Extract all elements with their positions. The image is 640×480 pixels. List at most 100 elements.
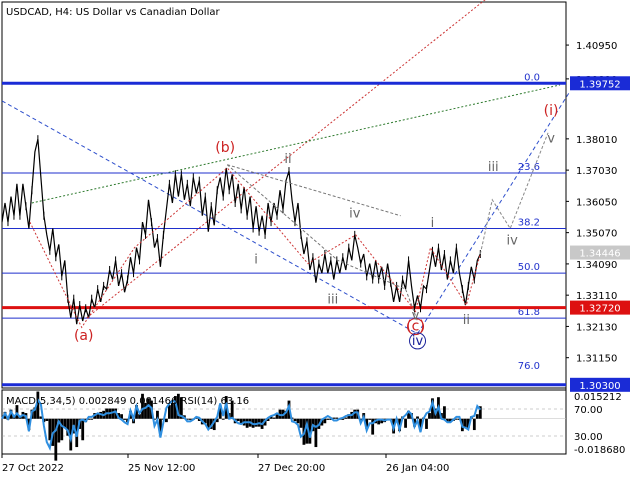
macd-bar [153, 418, 156, 420]
macd-bar [296, 418, 300, 424]
correction-path [226, 164, 418, 322]
macd-bar [138, 414, 141, 419]
wave-label: i [431, 216, 435, 231]
macd-bar [60, 418, 64, 441]
macd-bar [416, 416, 419, 419]
chart-title: USDCAD, H4: US Dollar vs Canadian Dollar [6, 7, 220, 18]
macd-bar [159, 418, 162, 435]
macd-bar [404, 418, 407, 428]
wave-label: i [254, 253, 258, 268]
macd-bar [472, 418, 476, 431]
macd-bar [425, 418, 428, 429]
y-axis-group: 1.409501.398901.380101.370301.360501.350… [566, 41, 630, 392]
macd-bar [218, 405, 222, 419]
wave-label: (c) [406, 319, 425, 335]
macd-bar [272, 417, 276, 419]
macd-bar [454, 418, 458, 420]
macd-bar [335, 417, 339, 419]
wave-label: ii [463, 313, 470, 328]
macd-bar [63, 418, 67, 428]
macd-bar [475, 414, 479, 419]
macd-bar [176, 393, 180, 419]
y-tick-label: 1.33110 [576, 291, 617, 302]
macd-bar [203, 418, 207, 424]
price-badge-label: 1.32720 [579, 304, 620, 315]
macd-bar [293, 418, 297, 421]
macd-bar [341, 418, 345, 420]
y-tick-label: 1.38010 [576, 135, 617, 146]
price-badge-label: 1.34446 [579, 249, 620, 260]
macd-bar [308, 418, 312, 444]
macd-bar [431, 398, 434, 419]
wave-label: iii [327, 292, 338, 307]
macd-bar [36, 391, 40, 419]
macd-bar [170, 402, 174, 419]
y-tick-label: 1.31150 [576, 354, 617, 365]
macd-bar [54, 418, 58, 461]
macd-bar [123, 418, 126, 420]
macd-bar [344, 417, 348, 419]
macd-bar [365, 418, 369, 429]
wave-label: iii [488, 160, 499, 175]
fib-level-label: 50.0 [518, 262, 540, 273]
macd-bar [428, 413, 431, 419]
macd-bar [329, 418, 333, 420]
macd-bar [144, 402, 147, 419]
fib-level-label: 76.0 [518, 361, 540, 372]
macd-bar [332, 417, 336, 419]
macd-bar [478, 406, 482, 419]
wave-label: v [547, 131, 555, 146]
macd-bar [239, 418, 243, 424]
macd-bar [314, 418, 318, 448]
macd-bar [347, 414, 351, 419]
fib-level-label: 38.2 [518, 217, 540, 228]
macd-tick-label: 70.00 [574, 405, 603, 416]
macd-bar [156, 410, 159, 419]
macd-bar [443, 406, 446, 419]
fib-level-label: 61.8 [518, 307, 540, 318]
wave-label: iv [349, 206, 361, 221]
macd-bar [463, 418, 467, 428]
y-tick-label: 1.36050 [576, 197, 617, 208]
macd-bar [165, 418, 168, 423]
fib-level-label: 23.6 [518, 162, 540, 173]
wave-label: (a) [74, 328, 94, 344]
macd-bar [111, 408, 115, 419]
macd-bar [269, 416, 273, 419]
y-tick-label: 1.34090 [576, 260, 617, 271]
macd-bar [466, 418, 470, 428]
price-badge-label: 1.30300 [579, 381, 620, 392]
correction-path [227, 164, 401, 217]
macd-bar [215, 418, 219, 423]
macd-bar [446, 418, 449, 423]
macd-tick-label: -0.018680 [574, 445, 625, 456]
y-tick-label: 1.35070 [576, 229, 617, 240]
macd-bar [120, 414, 123, 419]
wave-label-circle [409, 332, 427, 350]
y-tick-label: 1.37030 [576, 166, 617, 177]
x-tick-label: 27 Dec 20:00 [258, 463, 325, 474]
macd-bar [419, 418, 422, 429]
wave-label: ii [284, 152, 291, 167]
macd-bar [353, 409, 357, 419]
macd-bar [449, 418, 452, 423]
macd-bar [48, 418, 52, 441]
macd-bar [236, 418, 240, 421]
macd-bar [66, 418, 70, 436]
macd-bar [87, 418, 91, 420]
price-series-group [1, 135, 481, 325]
price-badge [570, 76, 630, 91]
macd-bar [57, 418, 61, 443]
macd-bar [39, 416, 43, 419]
trend-line [417, 91, 571, 335]
macd-bar [27, 418, 31, 431]
macd-bar [141, 393, 144, 419]
macd-bar [197, 418, 201, 421]
price-badge-label: 1.39752 [579, 79, 620, 90]
macd-bar [263, 418, 267, 426]
wave-label: iv [412, 334, 424, 349]
macd-bar [179, 397, 183, 419]
macd-bar [99, 411, 103, 419]
macd-bar [81, 418, 85, 441]
macd-bar [326, 418, 330, 420]
